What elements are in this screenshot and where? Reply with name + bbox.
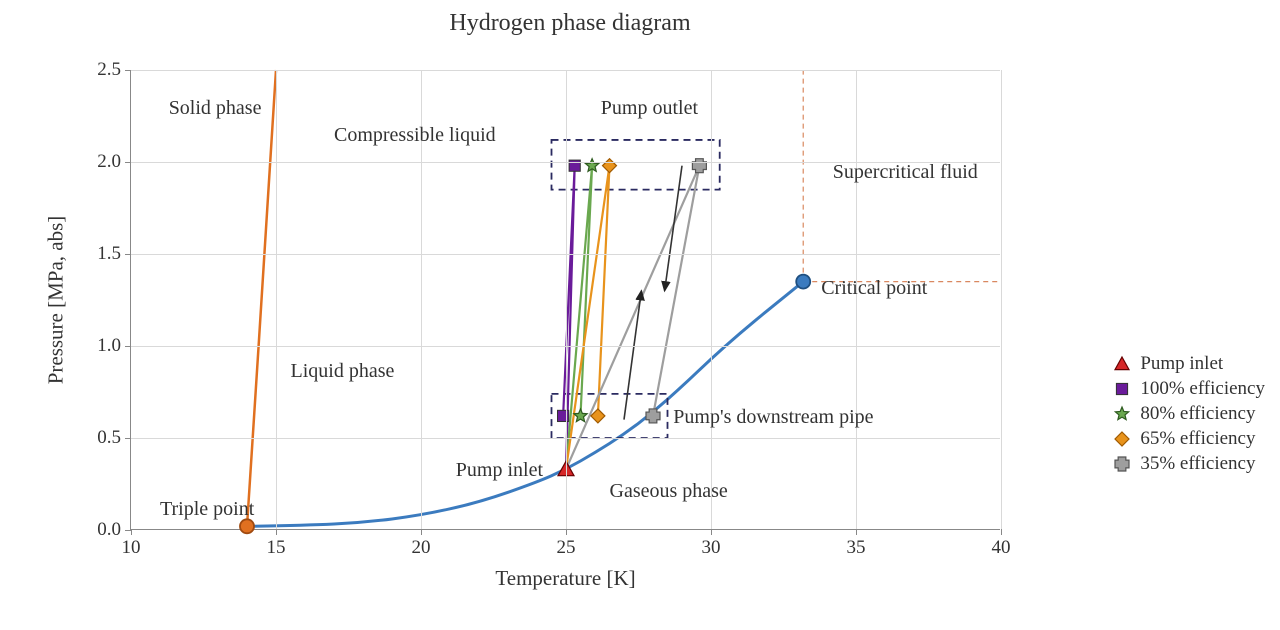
region-label: Solid phase xyxy=(169,97,262,120)
y-tick-label: 2.5 xyxy=(97,59,121,81)
phase-diagram-chart: Hydrogen phase diagram Pressure [MPa, ab… xyxy=(40,10,1040,620)
x-tick-label: 30 xyxy=(702,537,721,559)
critical-point-marker xyxy=(796,275,810,289)
diamond-marker xyxy=(591,409,605,423)
plus-icon xyxy=(1110,455,1134,473)
triangle-icon xyxy=(1110,355,1134,373)
plus-marker xyxy=(646,409,660,423)
plot-area: Pressure [MPa, abs] Temperature [K] 0.00… xyxy=(130,70,1000,530)
diamond-icon xyxy=(1110,430,1134,448)
legend-label: 65% efficiency xyxy=(1140,428,1255,450)
y-tick-label: 2.0 xyxy=(97,151,121,173)
y-tick-label: 1.5 xyxy=(97,243,121,265)
legend-item: Pump inlet xyxy=(1110,353,1265,375)
triangle-marker xyxy=(1115,357,1129,370)
tick-mark xyxy=(125,346,131,347)
tick-mark xyxy=(125,70,131,71)
square-icon xyxy=(1110,380,1134,398)
diamond-marker xyxy=(1115,432,1129,446)
square-marker xyxy=(558,410,569,421)
legend-label: Pump inlet xyxy=(1140,353,1223,375)
star-marker xyxy=(1116,407,1129,420)
region-label: Pump outlet xyxy=(601,97,698,120)
y-tick-label: 0.5 xyxy=(97,427,121,449)
tick-mark xyxy=(125,438,131,439)
region-label: Triple point xyxy=(160,498,254,521)
x-tick-label: 40 xyxy=(992,537,1011,559)
gridline-v xyxy=(711,70,712,529)
region-label: Critical point xyxy=(821,277,927,300)
solid-liquid-boundary xyxy=(247,70,276,526)
chart-legend: Pump inlet 100% efficiency 80% efficiency 6… xyxy=(1110,350,1265,478)
region-label: Pump inlet xyxy=(456,459,543,482)
region-label: Supercritical fluid xyxy=(833,161,978,184)
star-marker xyxy=(574,409,587,422)
legend-label: 80% efficiency xyxy=(1140,403,1255,425)
x-tick-label: 35 xyxy=(847,537,866,559)
tick-mark xyxy=(566,529,567,535)
x-tick-label: 20 xyxy=(412,537,431,559)
tick-mark xyxy=(1001,529,1002,535)
tick-mark xyxy=(421,529,422,535)
region-label: Gaseous phase xyxy=(610,480,728,503)
legend-item: 65% efficiency xyxy=(1110,428,1265,450)
gridline-v xyxy=(276,70,277,529)
x-axis-label: Temperature [K] xyxy=(495,566,635,591)
region-label: Compressible liquid xyxy=(334,124,496,147)
star-marker xyxy=(585,159,598,172)
y-tick-label: 0.0 xyxy=(97,519,121,541)
tick-mark xyxy=(125,162,131,163)
direction-arrow xyxy=(624,291,641,420)
y-tick-label: 1.0 xyxy=(97,335,121,357)
x-tick-label: 15 xyxy=(267,537,286,559)
plus-marker xyxy=(692,159,706,173)
gridline-v xyxy=(566,70,567,529)
x-tick-label: 10 xyxy=(122,537,141,559)
legend-item: 35% efficiency xyxy=(1110,453,1265,475)
chart-title: Hydrogen phase diagram xyxy=(100,10,1040,37)
legend-label: 100% efficiency xyxy=(1140,378,1265,400)
tick-mark xyxy=(125,254,131,255)
plus-marker xyxy=(1115,457,1129,471)
y-axis-label: Pressure [MPa, abs] xyxy=(44,215,69,384)
tick-mark xyxy=(276,529,277,535)
x-tick-label: 25 xyxy=(557,537,576,559)
region-label: Liquid phase xyxy=(291,360,395,383)
tick-mark xyxy=(131,529,132,535)
square-marker xyxy=(1117,383,1128,394)
gridline-v xyxy=(1001,70,1002,529)
diamond-marker xyxy=(603,159,617,173)
legend-item: 80% efficiency xyxy=(1110,403,1265,425)
legend-label: 35% efficiency xyxy=(1140,453,1255,475)
tick-mark xyxy=(711,529,712,535)
legend-item: 100% efficiency xyxy=(1110,378,1265,400)
star-icon xyxy=(1110,405,1134,423)
region-label: Pump's downstream pipe xyxy=(673,406,873,429)
tick-mark xyxy=(856,529,857,535)
triple-point-marker xyxy=(240,519,254,533)
